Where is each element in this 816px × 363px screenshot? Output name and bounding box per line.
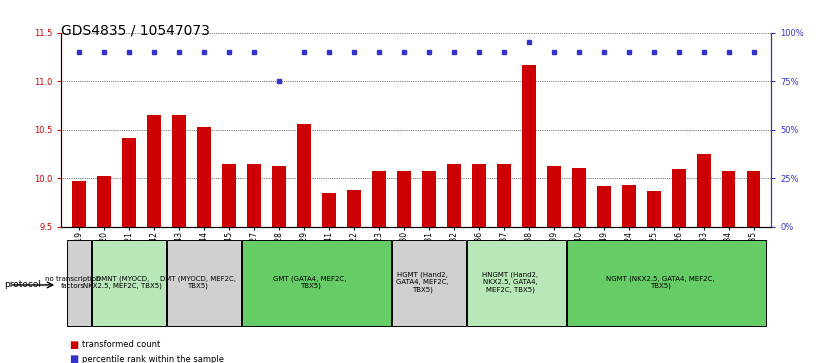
Bar <box>347 190 361 227</box>
Bar <box>497 164 511 227</box>
Bar <box>197 127 211 227</box>
Text: HGMT (Hand2,
GATA4, MEF2C,
TBX5): HGMT (Hand2, GATA4, MEF2C, TBX5) <box>397 272 449 293</box>
Text: GMT (GATA4, MEF2C,
TBX5): GMT (GATA4, MEF2C, TBX5) <box>273 275 347 289</box>
Bar <box>572 168 586 227</box>
Bar <box>622 185 636 227</box>
FancyBboxPatch shape <box>467 240 565 326</box>
Text: ■: ■ <box>69 340 78 350</box>
Bar <box>721 171 735 227</box>
Bar <box>547 166 561 227</box>
Bar <box>122 138 135 227</box>
FancyBboxPatch shape <box>392 240 466 326</box>
Text: HNGMT (Hand2,
NKX2.5, GATA4,
MEF2C, TBX5): HNGMT (Hand2, NKX2.5, GATA4, MEF2C, TBX5… <box>482 272 539 293</box>
Text: DMNT (MYOCD,
NKX2.5, MEF2C, TBX5): DMNT (MYOCD, NKX2.5, MEF2C, TBX5) <box>83 275 162 289</box>
Bar <box>246 164 260 227</box>
Bar <box>647 191 660 227</box>
Text: DMT (MYOCD, MEF2C,
TBX5): DMT (MYOCD, MEF2C, TBX5) <box>160 275 236 289</box>
Bar <box>147 115 161 227</box>
Bar <box>222 164 236 227</box>
Bar <box>447 164 460 227</box>
FancyBboxPatch shape <box>67 240 91 326</box>
Bar <box>322 193 335 227</box>
Bar <box>172 115 185 227</box>
Bar <box>422 171 436 227</box>
Text: transformed count: transformed count <box>82 340 160 349</box>
Bar <box>72 181 86 227</box>
Bar <box>596 186 610 227</box>
Text: protocol: protocol <box>4 281 41 289</box>
Bar <box>272 166 286 227</box>
Text: percentile rank within the sample: percentile rank within the sample <box>82 355 224 363</box>
Text: ■: ■ <box>69 354 78 363</box>
Text: NGMT (NKX2.5, GATA4, MEF2C,
TBX5): NGMT (NKX2.5, GATA4, MEF2C, TBX5) <box>605 275 715 289</box>
Bar <box>372 171 385 227</box>
Bar <box>297 124 311 227</box>
FancyBboxPatch shape <box>91 240 166 326</box>
Bar <box>397 171 410 227</box>
Bar <box>747 171 761 227</box>
Bar <box>97 176 111 227</box>
Bar <box>672 169 685 227</box>
Bar <box>472 164 486 227</box>
Text: no transcription
factors: no transcription factors <box>45 276 100 289</box>
Bar <box>521 65 535 227</box>
FancyBboxPatch shape <box>566 240 765 326</box>
FancyBboxPatch shape <box>242 240 391 326</box>
Text: GDS4835 / 10547073: GDS4835 / 10547073 <box>61 24 210 38</box>
FancyBboxPatch shape <box>166 240 241 326</box>
Bar <box>697 154 711 227</box>
